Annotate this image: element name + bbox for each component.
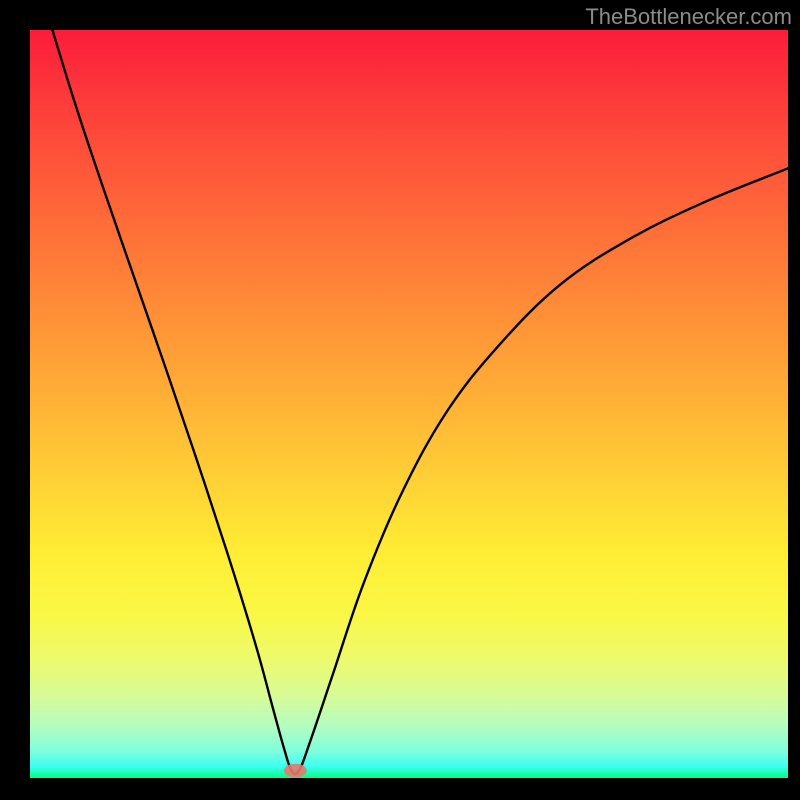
attribution-label: TheBottlenecker.com — [585, 4, 792, 30]
optimum-marker — [284, 764, 307, 777]
plot-background-gradient — [30, 30, 788, 778]
bottleneck-chart — [0, 0, 800, 800]
chart-frame: TheBottlenecker.com — [0, 0, 800, 800]
